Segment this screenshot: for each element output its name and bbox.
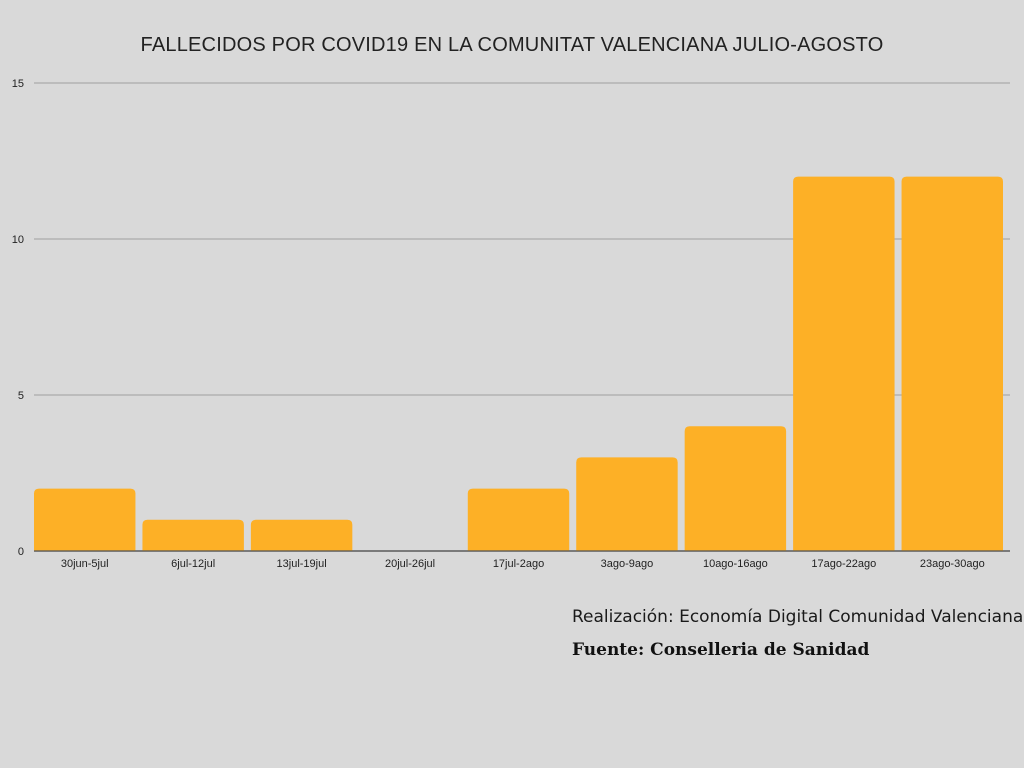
x-tick-label: 6jul-12jul [171,558,215,570]
y-tick-label: 10 [12,234,24,246]
x-tick-label: 17jul-2ago [493,558,544,570]
y-tick-label: 0 [18,546,24,558]
x-tick-label: 17ago-22ago [811,558,876,570]
bar-30jun-5jul [34,488,136,551]
y-axis-ticks: 0 5 10 15 [12,78,24,558]
x-tick-label: 3ago-9ago [601,558,654,570]
bar-3ago-9ago [576,457,678,551]
credit-text: Realización: Economía Digital Comunidad … [572,607,1024,627]
bar-17jul-2ago [467,488,570,551]
bar-13jul-19jul [250,519,353,551]
bar-17ago-22ago [793,176,895,551]
x-tick-label: 30jun-5jul [61,558,109,570]
source-text: Fuente: Conselleria de Sanidad [572,640,870,660]
bar-10ago-16ago [684,426,787,551]
chart-title: FALLECIDOS POR COVID19 EN LA COMUNITAT V… [140,34,884,56]
x-tick-label: 13jul-19jul [277,558,327,570]
y-tick-label: 15 [12,78,24,90]
bar-23ago-30ago [901,176,1003,551]
x-tick-label: 20jul-26jul [385,558,435,570]
bar-6jul-12jul [142,519,244,551]
x-tick-label: 10ago-16ago [703,558,768,570]
x-axis-ticks: 30jun-5jul 6jul-12jul 13jul-19jul 20jul-26j… [61,558,985,570]
bars [34,176,1010,552]
x-tick-label: 23ago-30ago [920,558,985,570]
y-tick-label: 5 [18,390,24,402]
